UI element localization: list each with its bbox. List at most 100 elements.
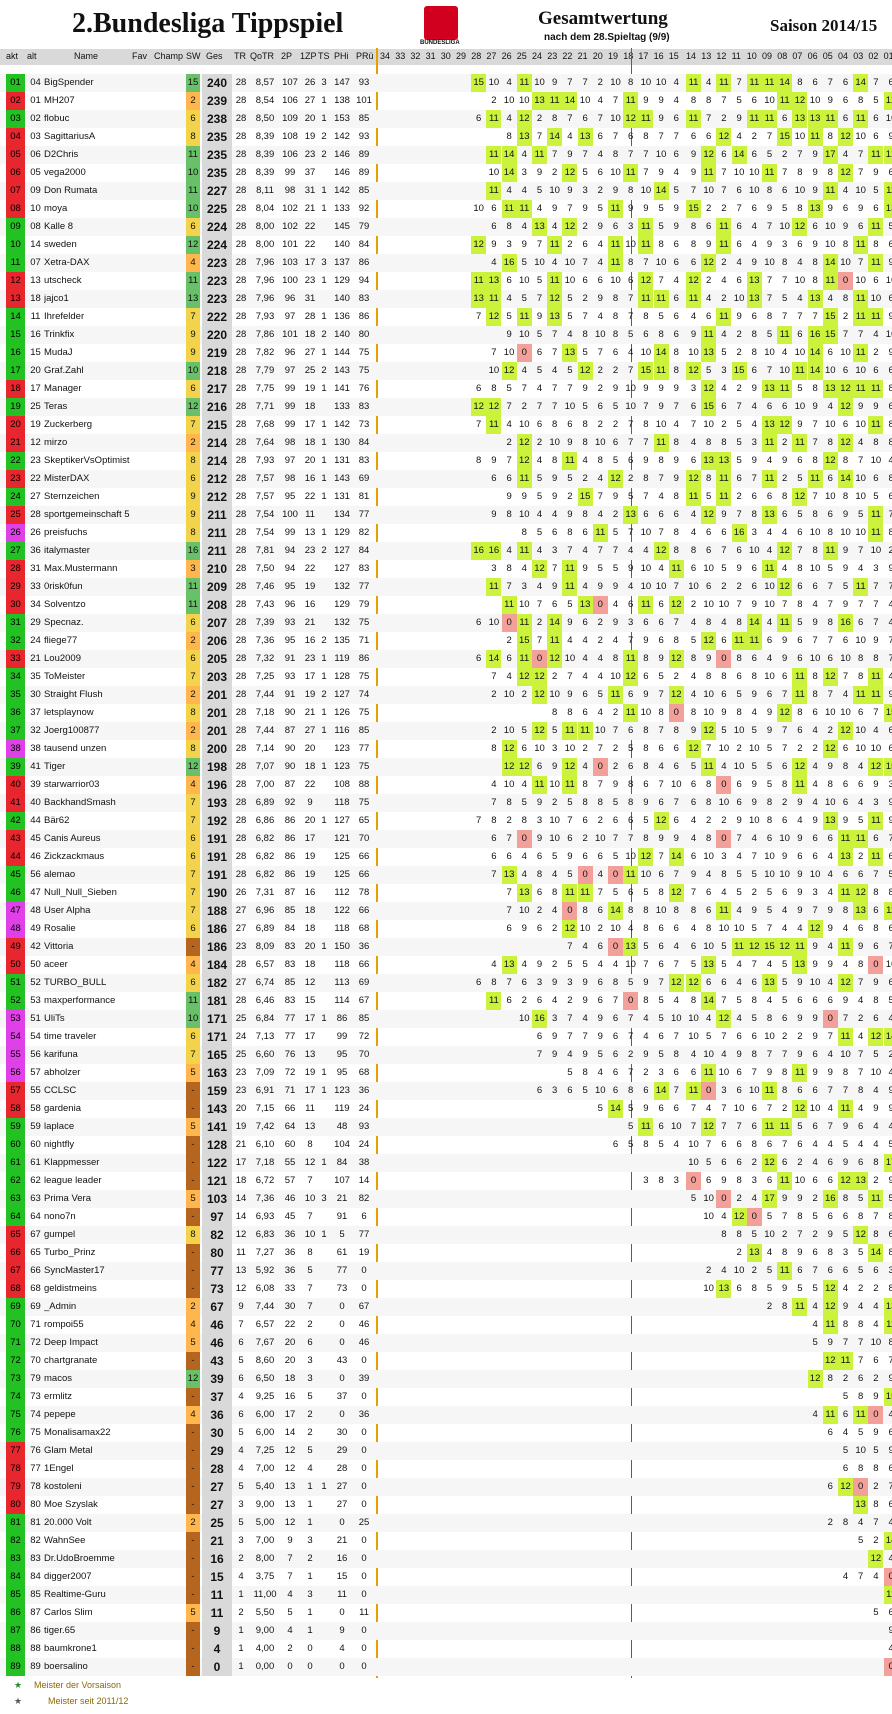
matchday-cell: 4	[628, 347, 634, 358]
matchday-cell: 9	[873, 401, 879, 412]
matchday-cell: 6	[797, 653, 803, 664]
matchday-cell: 6	[706, 527, 712, 538]
matchday-cell: 10	[764, 1229, 775, 1240]
cell-phi: 127	[334, 563, 350, 574]
matchday-cell: 4	[536, 581, 543, 592]
cell-qotr: 7,32	[255, 653, 275, 664]
cell-qotr: 7,13	[255, 1031, 275, 1042]
cell-qotr: 6,74	[255, 977, 275, 988]
matchday-cell: 8	[873, 653, 879, 664]
cell-alt: 07	[30, 257, 41, 268]
matchday-cell: 6	[766, 689, 773, 700]
matchday-points	[0, 1478, 892, 1496]
matchday-cell: 5	[766, 1211, 773, 1222]
cell-alt: 41	[30, 761, 41, 772]
matchday-cell: 5	[751, 1013, 757, 1024]
matchday-cell: 5	[736, 995, 742, 1006]
column-header-cell: SW	[186, 51, 201, 61]
matchday-cell: 6	[506, 653, 512, 664]
matchday-cell: 10	[870, 1067, 882, 1078]
matchday-cell: 9	[643, 635, 649, 646]
matchday-cell: 8	[706, 779, 712, 790]
cell-phi: 128	[334, 671, 350, 682]
matchday-cell: 11	[486, 182, 502, 200]
matchday-cell: 12	[822, 452, 838, 470]
cell-p2: 36	[284, 1229, 296, 1240]
matchday-cell: 12	[792, 488, 808, 506]
matchday-cell: 10	[655, 581, 667, 592]
cell-tr: 2	[238, 1607, 244, 1618]
matchday-cell: 3	[873, 563, 879, 574]
cell-qotr: 9,00	[255, 1625, 275, 1636]
matchday-cell: 11	[792, 362, 808, 380]
cell-phi: 118	[334, 959, 350, 970]
matchday-cell: 9	[736, 1049, 742, 1060]
matchday-cell: 8	[873, 1229, 879, 1240]
column-header-cell: 31	[425, 51, 436, 61]
matchday-cell: 5	[582, 347, 588, 358]
matchday-cell: 8	[628, 779, 634, 790]
matchday-cell: 12	[822, 668, 838, 686]
matchday-cell: 9	[842, 1157, 849, 1168]
matchday-cell: 3	[782, 239, 788, 250]
matchday-cell: 4	[491, 779, 497, 790]
cell-zp: 27	[304, 725, 316, 736]
matchday-cell: 4	[888, 1517, 892, 1528]
matchday-cell: 11	[486, 290, 502, 308]
matchday-points	[0, 1550, 892, 1568]
cell-tr: 6	[238, 1373, 244, 1384]
matchday-points	[0, 1352, 892, 1370]
matchday-cell: 10	[519, 905, 530, 916]
cell-ges: 28	[202, 1460, 232, 1478]
cell-name: Xetra-DAX	[44, 257, 90, 268]
cell-tr: 28	[235, 293, 247, 304]
cell-ges: 103	[202, 1190, 232, 1208]
matchday-cell: 5	[721, 725, 727, 736]
cell-name: nono7n	[44, 1211, 76, 1222]
matchday-cell: 9	[658, 95, 664, 106]
matchday-cell: 8	[690, 95, 697, 106]
matchday-cell: 10	[610, 275, 621, 286]
cell-tr: 28	[235, 203, 247, 214]
matchday-cell: 8	[643, 923, 649, 934]
matchday-cell: 3	[888, 1265, 892, 1276]
matchday-cell: 11	[746, 632, 762, 650]
cell-zp: 16	[304, 635, 316, 646]
matchday-cell: 2	[873, 1373, 879, 1384]
matchday-cell: 9	[612, 383, 619, 394]
matchday-cell: 7	[873, 599, 879, 610]
matchday-cell: 2	[536, 113, 543, 124]
cell-akt: 65	[6, 1226, 25, 1244]
matchday-cell: 13	[762, 506, 777, 524]
matchday-cell: 8	[690, 221, 697, 232]
matchday-cell: 11	[701, 326, 717, 344]
matchday-cell: 9	[521, 923, 527, 934]
cell-p2: 98	[284, 185, 296, 196]
matchday-cell: 9	[782, 1193, 788, 1204]
cell-name: Teras	[44, 401, 68, 412]
matchday-cell: 2	[628, 1049, 634, 1060]
matchday-cell: 6	[812, 995, 818, 1006]
cell-tr: 25	[235, 1013, 247, 1024]
matchday-cell: 8	[658, 1175, 664, 1186]
matchday-cell: 5	[736, 887, 742, 898]
table-row: 45 56 alemao 7 191 28 6,82 86 19 125 66 7 13 4 8 4 5 0 4 0 1…	[0, 866, 892, 884]
matchday-cell: 5	[690, 959, 697, 970]
matchday-cell: 2	[552, 167, 558, 178]
matchday-cell: 5	[597, 563, 603, 574]
matchday-cell: 8	[873, 1463, 879, 1474]
matchday-cell: 13	[762, 380, 777, 398]
cell-pru: 85	[358, 725, 370, 736]
column-header-cell: alt	[27, 51, 37, 61]
matchday-cell: 6	[888, 401, 892, 412]
matchday-cell: 5	[766, 743, 773, 754]
matchday-cell: 0	[868, 956, 884, 974]
matchday-cell: 11	[822, 272, 838, 290]
matchday-cell: 11	[762, 434, 777, 452]
matchday-cell: 11	[762, 110, 777, 128]
matchday-cell: 7	[612, 725, 619, 736]
cell-pru: 72	[358, 1031, 370, 1042]
table-row: 16 15 MudaJ 9 219 28 7,82 96 27 1 144 75 7 10 0 6 7 13 5 7 6…	[0, 344, 892, 362]
cell-alt: 12	[30, 437, 41, 448]
matchday-cell: 10	[503, 347, 515, 358]
